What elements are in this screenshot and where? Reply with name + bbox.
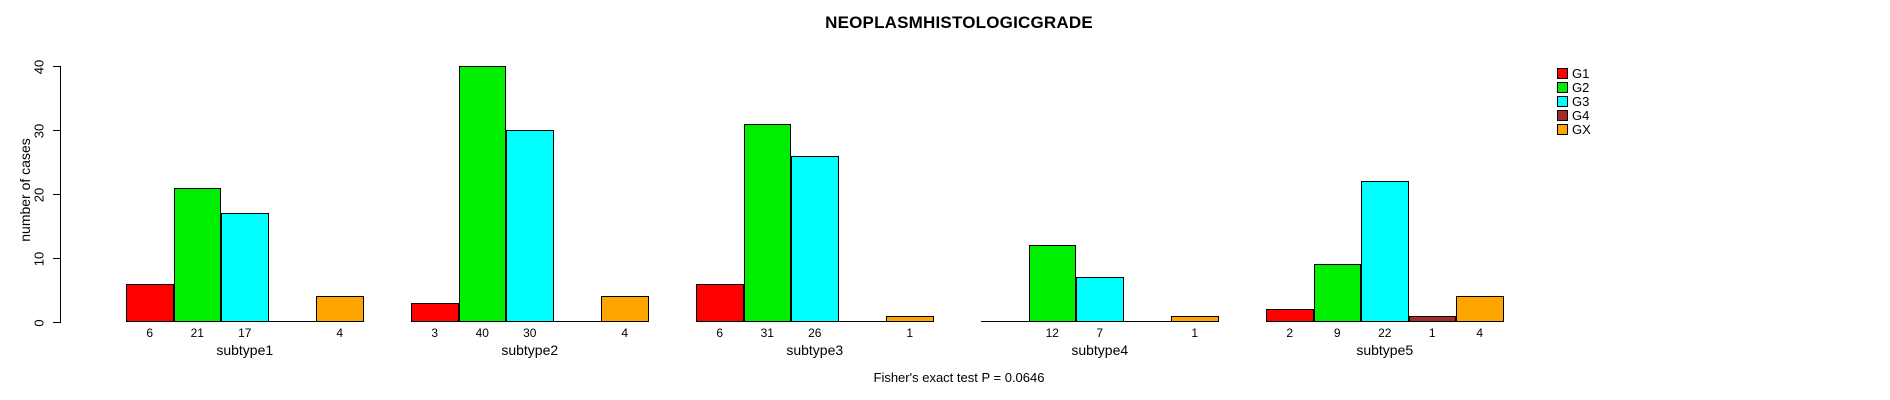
- bar-value-label: 31: [760, 326, 774, 340]
- bar-value-label: 40: [475, 326, 489, 340]
- bar-subtype1-G3: [221, 213, 269, 322]
- bar-value-label: 4: [336, 326, 344, 340]
- category-label-subtype4: subtype4: [1071, 342, 1129, 358]
- bar-value-label: 26: [808, 326, 822, 340]
- bar-value-label: 4: [1476, 326, 1484, 340]
- y-axis-tick-label: 20: [31, 187, 47, 202]
- legend-swatch-G3: [1557, 96, 1568, 107]
- y-axis-line: [60, 66, 61, 323]
- bar-value-label: 1: [1428, 326, 1436, 340]
- legend-label-G1: G1: [1572, 66, 1590, 81]
- legend-label-G2: G2: [1572, 80, 1590, 95]
- bar-value-label: 21: [190, 326, 204, 340]
- bar-subtype5-G2: [1313, 264, 1361, 322]
- legend-swatch-G2: [1557, 82, 1568, 93]
- bar-value-label: 30: [523, 326, 537, 340]
- y-axis-tick: [53, 66, 60, 67]
- y-axis-tick-label: 10: [31, 251, 47, 266]
- bar-subtype1-G2: [173, 187, 221, 322]
- bar-value-label: 1: [1191, 326, 1199, 340]
- bar-value-label: 2: [1286, 326, 1294, 340]
- legend-label-G3: G3: [1572, 94, 1590, 109]
- bar-subtype5-G3: [1361, 181, 1409, 322]
- bar-value-label: 6: [146, 326, 154, 340]
- legend-swatch-GX: [1557, 124, 1568, 135]
- zero-bar-subtype4-G1: [981, 321, 1029, 322]
- zero-bar-subtype1-G4: [268, 321, 316, 322]
- category-label-subtype3: subtype3: [786, 342, 844, 358]
- bar-value-label: 4: [621, 326, 629, 340]
- category-label-subtype1: subtype1: [216, 342, 274, 358]
- zero-bar-subtype3-G4: [838, 321, 886, 322]
- legend-label-GX: GX: [1572, 122, 1591, 137]
- legend-label-G4: G4: [1572, 108, 1590, 123]
- zero-bar-subtype2-G4: [553, 321, 601, 322]
- bar-subtype3-G1: [696, 283, 744, 322]
- bar-subtype1-GX: [316, 296, 364, 322]
- fisher-test-annotation: Fisher's exact test P = 0.0646: [873, 370, 1045, 385]
- bar-subtype3-G3: [791, 155, 839, 322]
- bar-subtype2-G3: [506, 130, 554, 322]
- bar-subtype2-G2: [458, 66, 506, 322]
- zero-bar-subtype4-G4: [1123, 321, 1171, 322]
- bar-subtype2-G1: [411, 302, 459, 322]
- bar-subtype3-G2: [743, 123, 791, 322]
- y-axis-tick: [53, 194, 60, 195]
- bar-subtype5-G4: [1408, 315, 1456, 322]
- chart-title: NEOPLASMHISTOLOGICGRADE: [825, 13, 1093, 32]
- bar-subtype4-GX: [1171, 315, 1219, 322]
- bar-value-label: 7: [1096, 326, 1104, 340]
- y-axis-tick: [53, 322, 60, 323]
- y-axis-tick-label: 0: [31, 318, 47, 327]
- bar-subtype3-GX: [886, 315, 934, 322]
- bar-value-label: 17: [238, 326, 252, 340]
- bar-value-label: 9: [1333, 326, 1341, 340]
- bar-subtype2-GX: [601, 296, 649, 322]
- bar-subtype5-GX: [1456, 296, 1504, 322]
- y-axis-tick-label: 30: [31, 123, 47, 138]
- bar-subtype5-G1: [1266, 309, 1314, 322]
- bar-value-label: 22: [1378, 326, 1392, 340]
- y-axis-tick: [53, 258, 60, 259]
- bar-value-label: 3: [431, 326, 439, 340]
- category-label-subtype2: subtype2: [501, 342, 559, 358]
- bar-subtype1-G1: [126, 283, 174, 322]
- bar-value-label: 6: [716, 326, 724, 340]
- bar-value-label: 12: [1045, 326, 1059, 340]
- category-label-subtype5: subtype5: [1356, 342, 1414, 358]
- bar-value-label: 1: [906, 326, 914, 340]
- legend-swatch-G4: [1557, 110, 1568, 121]
- bar-subtype4-G3: [1076, 277, 1124, 322]
- y-axis-tick: [53, 130, 60, 131]
- legend-swatch-G1: [1557, 68, 1568, 79]
- y-axis-tick-label: 40: [31, 59, 47, 74]
- bar-subtype4-G2: [1028, 245, 1076, 322]
